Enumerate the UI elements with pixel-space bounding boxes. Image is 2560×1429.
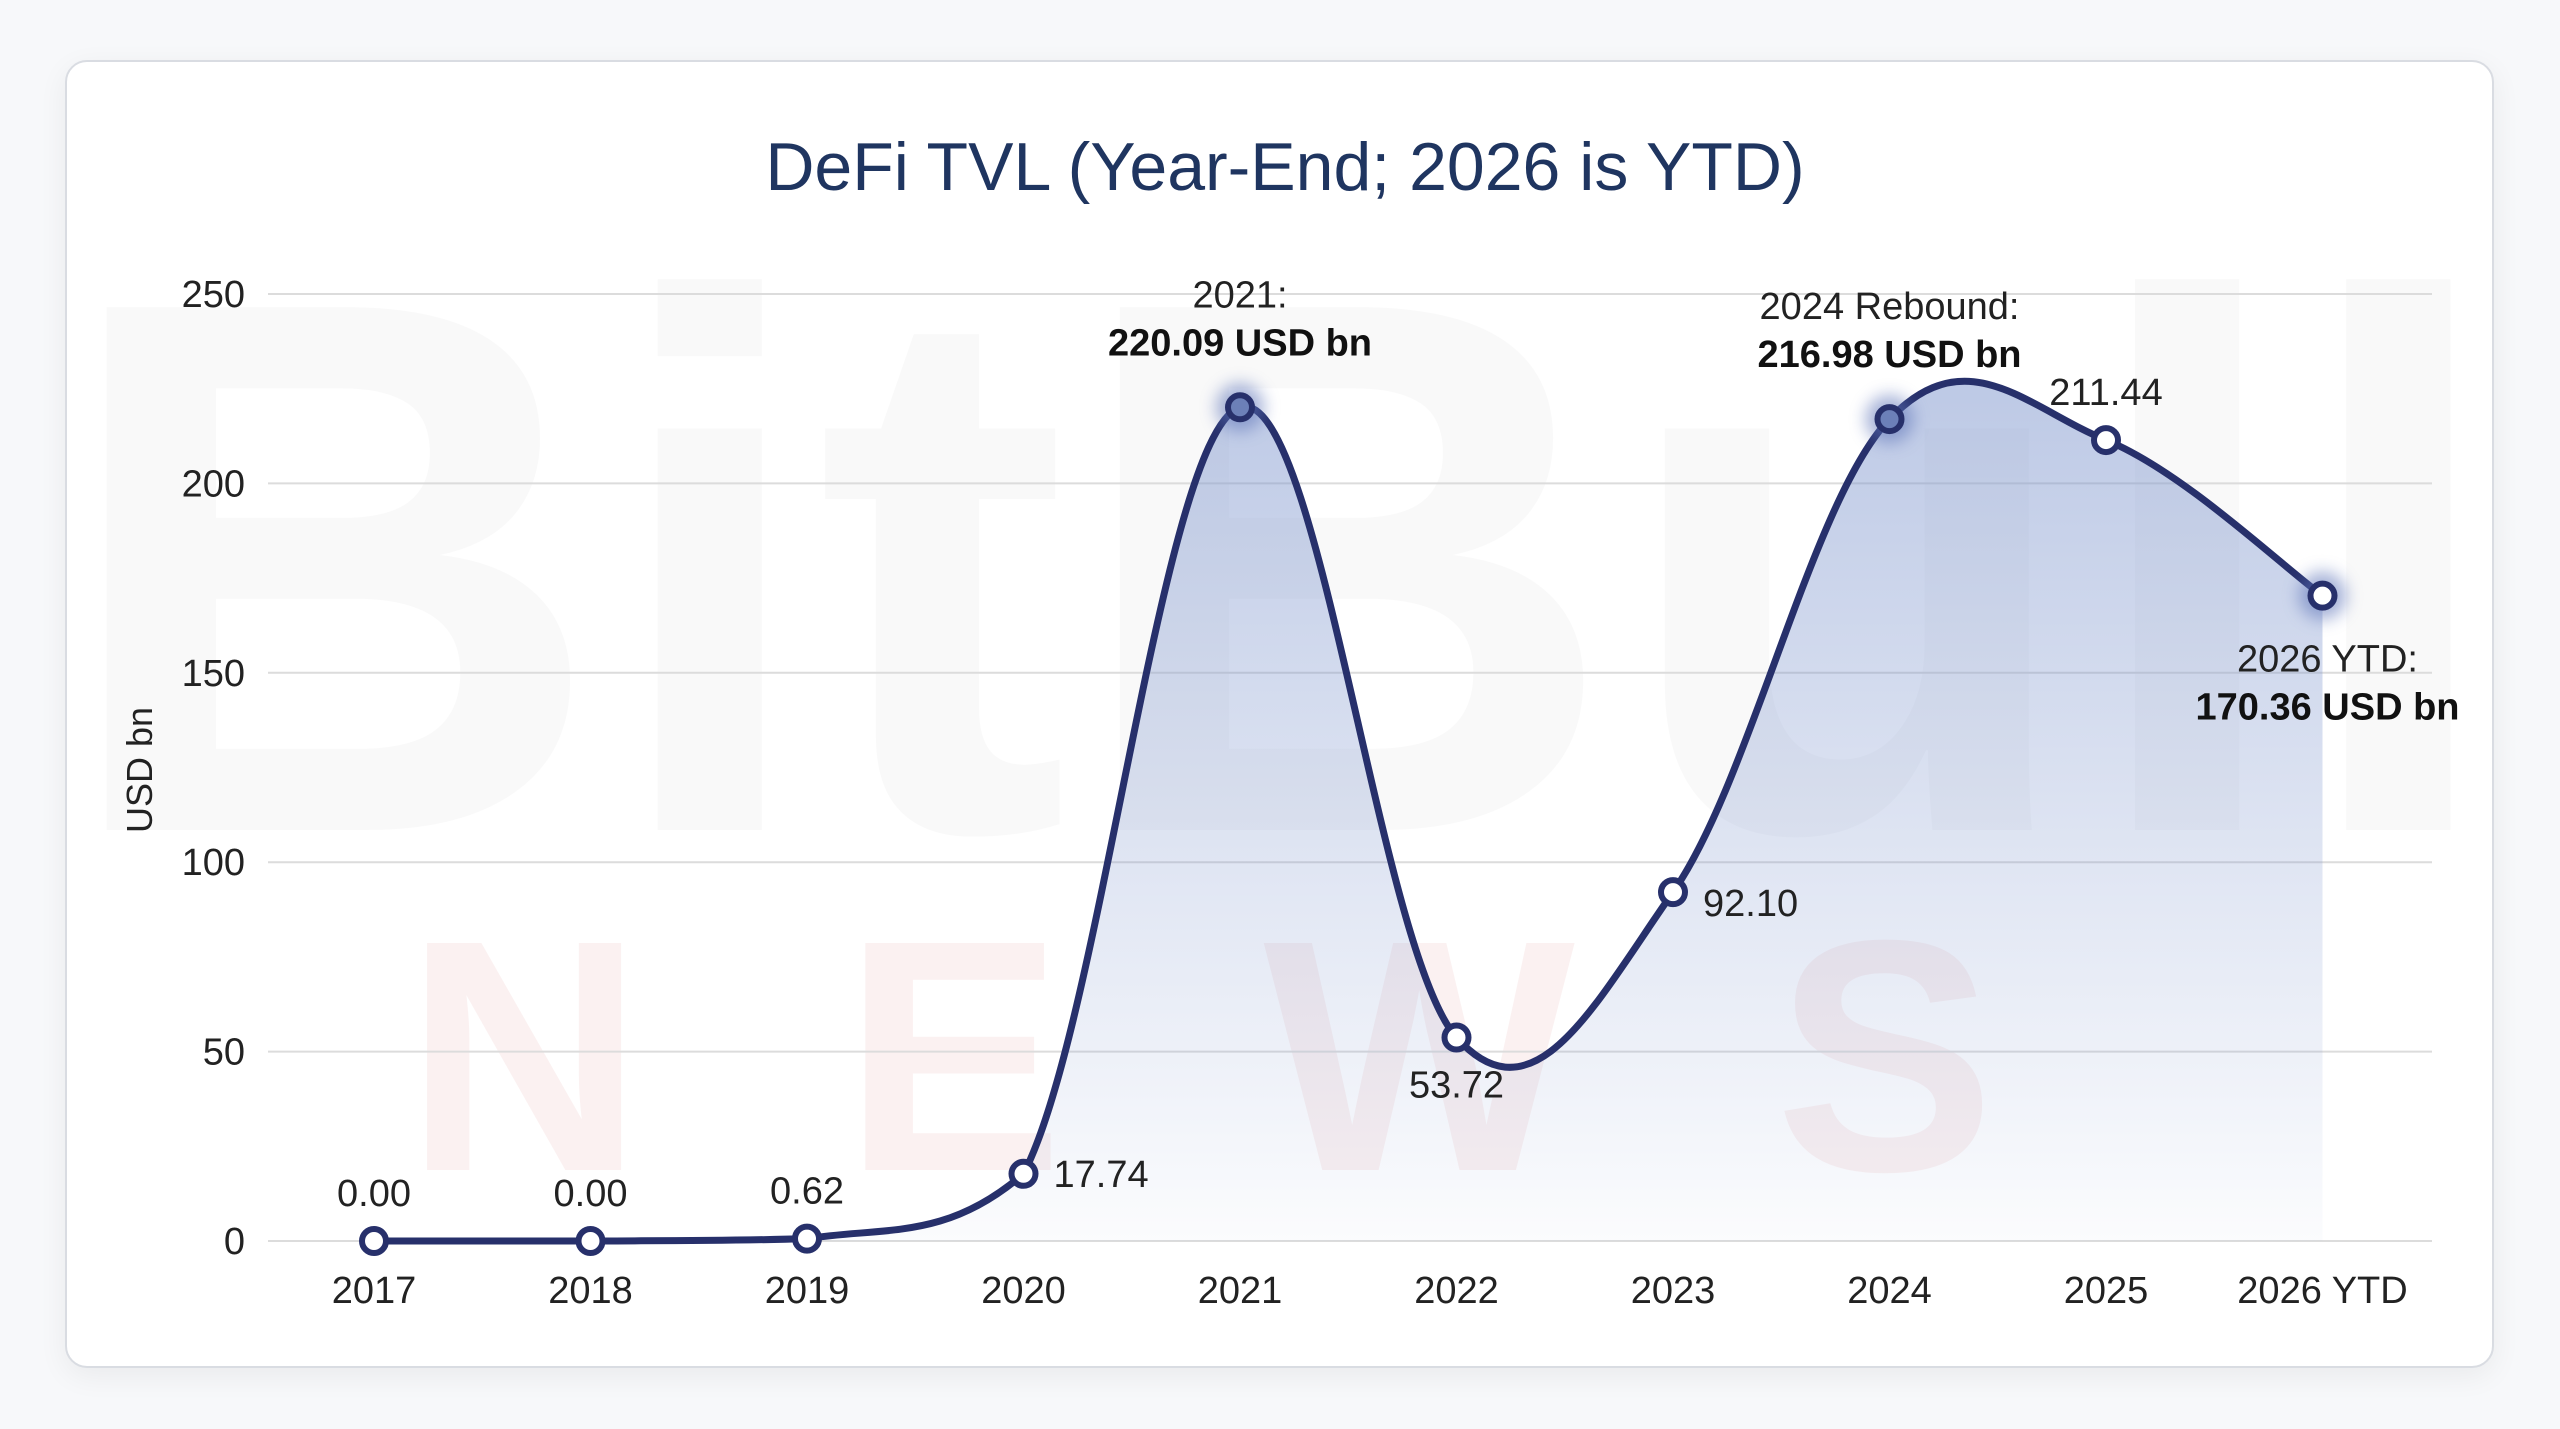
data-label: 0.00 — [337, 1173, 411, 1215]
y-tick-label: 150 — [182, 653, 245, 695]
annotation-title: 2026 YTD: — [2237, 639, 2418, 681]
x-tick-label: 2022 — [1414, 1270, 1499, 1312]
x-tick-label: 2021 — [1198, 1270, 1283, 1312]
data-point — [1225, 392, 1255, 423]
annotation-value: 170.36 USD bn — [2196, 687, 2460, 729]
data-point — [792, 1223, 822, 1254]
data-point — [1874, 404, 1905, 435]
data-label: 211.44 — [2049, 372, 2162, 414]
y-tick-label: 200 — [182, 463, 245, 505]
annotation-title: 2021: — [1192, 274, 1287, 316]
chart-title: DeFi TVL (Year-End; 2026 is YTD) — [765, 129, 1804, 205]
data-point — [1008, 1158, 1039, 1189]
area-fill — [374, 381, 2323, 1241]
data-point — [2091, 425, 2121, 456]
x-tick-label: 2026 YTD — [2237, 1270, 2407, 1312]
data-label: 0.62 — [770, 1171, 844, 1213]
annotation-title: 2024 Rebound: — [1760, 286, 2020, 328]
x-tick-label: 2019 — [765, 1270, 850, 1312]
x-tick-label: 2025 — [2064, 1270, 2149, 1312]
data-point — [1658, 877, 1688, 908]
y-tick-label: 250 — [182, 274, 245, 316]
x-tick-label: 2018 — [548, 1270, 633, 1312]
data-point — [1441, 1022, 1472, 1053]
data-label: 17.74 — [1054, 1154, 1149, 1196]
y-tick-label: 50 — [203, 1032, 245, 1074]
data-label: 0.00 — [554, 1173, 628, 1215]
x-tick-label: 2017 — [332, 1270, 417, 1312]
annotation-value: 216.98 USD bn — [1758, 334, 2022, 376]
x-tick-label: 2023 — [1631, 1270, 1716, 1312]
data-point — [2307, 580, 2338, 611]
x-tick-label: 2024 — [1847, 1270, 1932, 1312]
data-label: 53.72 — [1409, 1065, 1504, 1107]
annotation-value: 220.09 USD bn — [1108, 322, 1372, 364]
y-tick-label: 0 — [224, 1221, 245, 1263]
y-tick-label: 100 — [182, 842, 245, 884]
x-tick-label: 2020 — [981, 1270, 1066, 1312]
y-axis-label: USD bn — [119, 707, 160, 833]
data-point — [359, 1226, 389, 1256]
data-point — [575, 1226, 606, 1256]
data-label: 92.10 — [1703, 883, 1798, 925]
